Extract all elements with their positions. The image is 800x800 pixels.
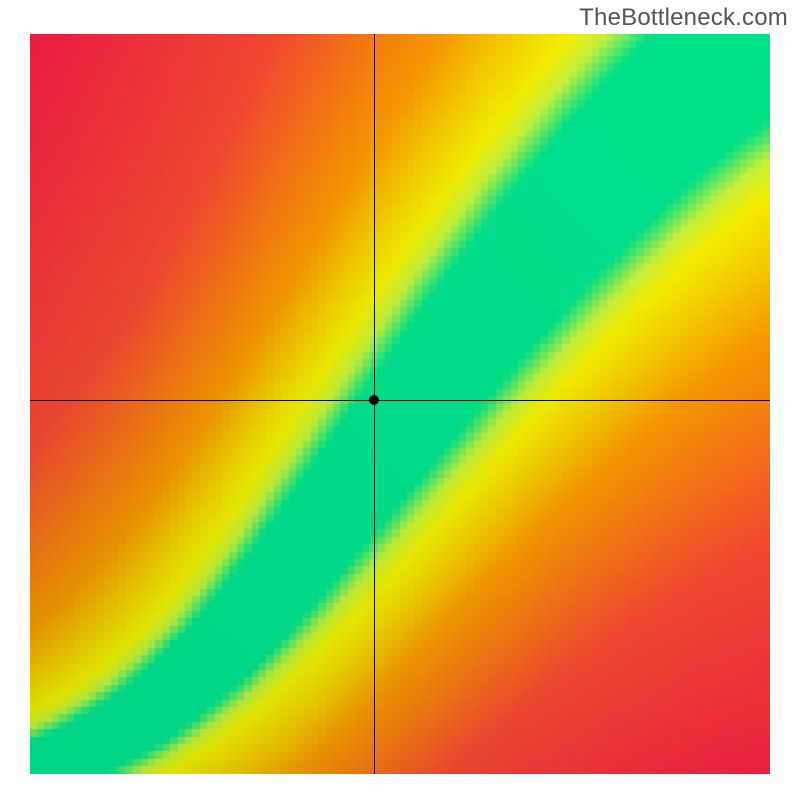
heatmap-canvas [30, 34, 770, 774]
crosshair-marker [369, 395, 379, 405]
crosshair-horizontal [30, 400, 770, 401]
chart-container: TheBottleneck.com [0, 0, 800, 800]
watermark-text: TheBottleneck.com [579, 4, 788, 32]
heatmap-plot [30, 34, 770, 774]
